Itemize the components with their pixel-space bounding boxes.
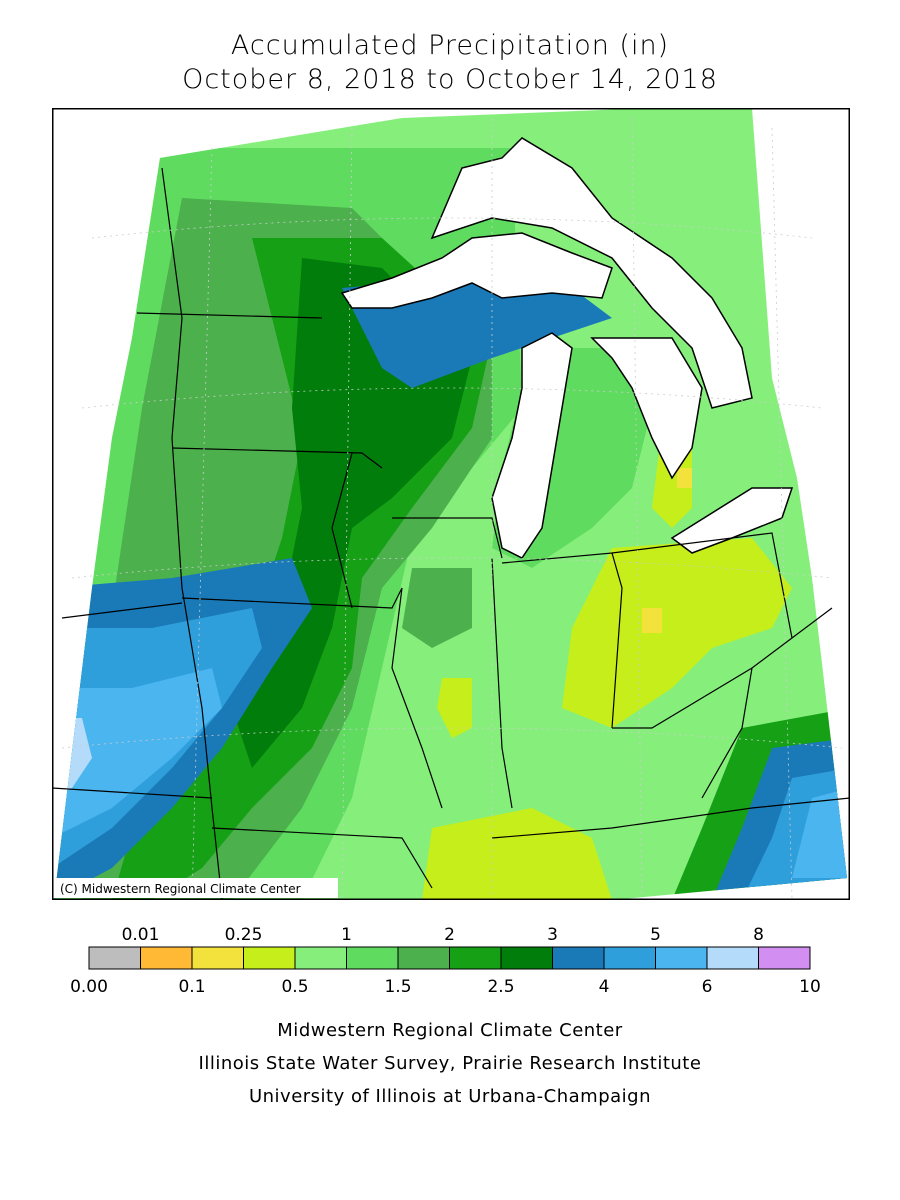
legend-label: 2.5 [487,977,514,997]
legend-swatch [191,946,244,970]
legend-swatch [500,946,553,970]
legend-label: 2 [444,925,455,945]
legend-label: 1 [341,925,352,945]
legend-label: 5 [650,925,661,945]
legend-swatch [655,946,708,970]
map-date-range: October 8, 2018 to October 14, 2018 [182,64,718,95]
legend-label: 10 [799,977,821,997]
north-land-mass [430,137,753,409]
legend-label: 6 [702,977,713,997]
credit-line-1: Midwestern Regional Climate Center [277,1020,623,1041]
credit-line-2: Illinois State Water Survey, Prairie Res… [198,1053,702,1074]
legend-swatch [294,946,347,970]
state-borders [52,167,850,900]
great-lakes [340,137,794,559]
legend-label: 4 [599,977,610,997]
legend-label: 1.5 [384,977,411,997]
legend-label: 0.25 [225,925,263,945]
legend-label: 0.1 [178,977,205,997]
legend-swatch [706,946,759,970]
legend-swatch [603,946,656,970]
legend-swatch [140,946,193,970]
legend-swatch [243,946,296,970]
credit-line-3: University of Illinois at Urbana-Champai… [248,1086,652,1107]
legend-swatch [88,946,141,970]
lake-michigan [491,332,573,559]
lake-superior [340,232,613,309]
legend-label: 0.5 [281,977,308,997]
legend-label: 8 [753,925,764,945]
legend-swatch [552,946,605,970]
map-title: Accumulated Precipitation (in) [230,30,670,61]
legend-swatch [397,946,450,970]
legend-swatch [449,946,502,970]
legend-label: 3 [547,925,558,945]
legend-swatch [346,946,399,970]
precip-field [52,108,847,900]
precipitation-legend: 0.01 0.25 1 2 3 5 8 0.00 0.1 0.5 1.5 2.5 4 6 10 [70,925,821,997]
legend-label: 0.00 [70,977,108,997]
copyright-text: (C) Midwestern Regional Climate Center [60,882,301,896]
legend-swatch [758,946,811,970]
precipitation-map: (C) Midwestern Regional Climate Center [52,108,850,900]
lake-huron [590,337,703,480]
legend-label: 0.01 [122,925,160,945]
graticule [61,117,843,900]
